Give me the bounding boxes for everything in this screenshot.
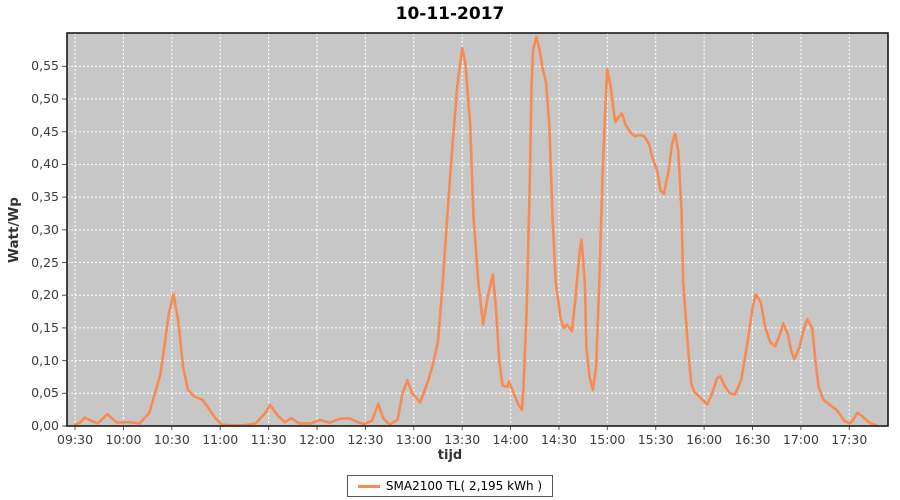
x-tick-label: 15:00	[589, 432, 626, 447]
x-tick-label: 17:30	[831, 432, 868, 447]
x-tick-label: 10:30	[153, 432, 190, 447]
y-tick-label: 0,40	[31, 156, 59, 172]
y-axis-title: Watt/Wp	[6, 197, 22, 263]
x-tick-label: 17:00	[782, 432, 819, 447]
x-tick-label: 12:00	[298, 432, 336, 447]
y-tick-label: 0,55	[31, 58, 59, 74]
y-tick-label: 0,20	[31, 287, 59, 303]
x-tick-label: 13:30	[444, 432, 481, 447]
y-tick-label: 0,30	[31, 221, 59, 237]
legend-box: SMA2100 TL( 2,195 kWh )	[346, 475, 554, 497]
y-tick-label: 0,35	[31, 189, 59, 205]
legend-series-label: SMA2100 TL( 2,195 kWh )	[385, 479, 543, 493]
x-tick-label: 11:00	[202, 432, 239, 447]
x-tick-label: 13:00	[395, 432, 432, 447]
x-tick-label: 10:00	[105, 432, 142, 447]
y-tick-label: 0,00	[31, 418, 59, 433]
y-tick-label: 0,15	[31, 319, 59, 335]
y-tick-label: 0,50	[31, 91, 59, 107]
series-color-swatch	[357, 484, 380, 488]
y-tick-label: 0,10	[31, 352, 59, 368]
x-tick-label: 12:30	[347, 432, 384, 447]
plot-border	[66, 32, 889, 427]
series-line	[73, 35, 879, 427]
x-tick-label: 11:30	[250, 432, 287, 447]
x-tick-label: 16:30	[734, 432, 771, 447]
x-tick-label: 16:00	[686, 432, 723, 447]
x-tick-label: 15:30	[637, 432, 674, 447]
y-tick-label: 0,25	[31, 254, 59, 270]
x-tick-label: 14:30	[540, 432, 577, 447]
x-axis-title: tijd	[437, 448, 463, 463]
y-tick-label: 0,45	[31, 123, 59, 139]
legend: SMA2100 TL( 2,195 kWh )	[0, 475, 900, 497]
x-tick-label: 09:30	[57, 432, 94, 447]
x-tick-label: 14:00	[492, 432, 529, 447]
chart-title: 10-11-2017	[395, 4, 505, 24]
y-tick-label: 0,05	[31, 385, 59, 401]
